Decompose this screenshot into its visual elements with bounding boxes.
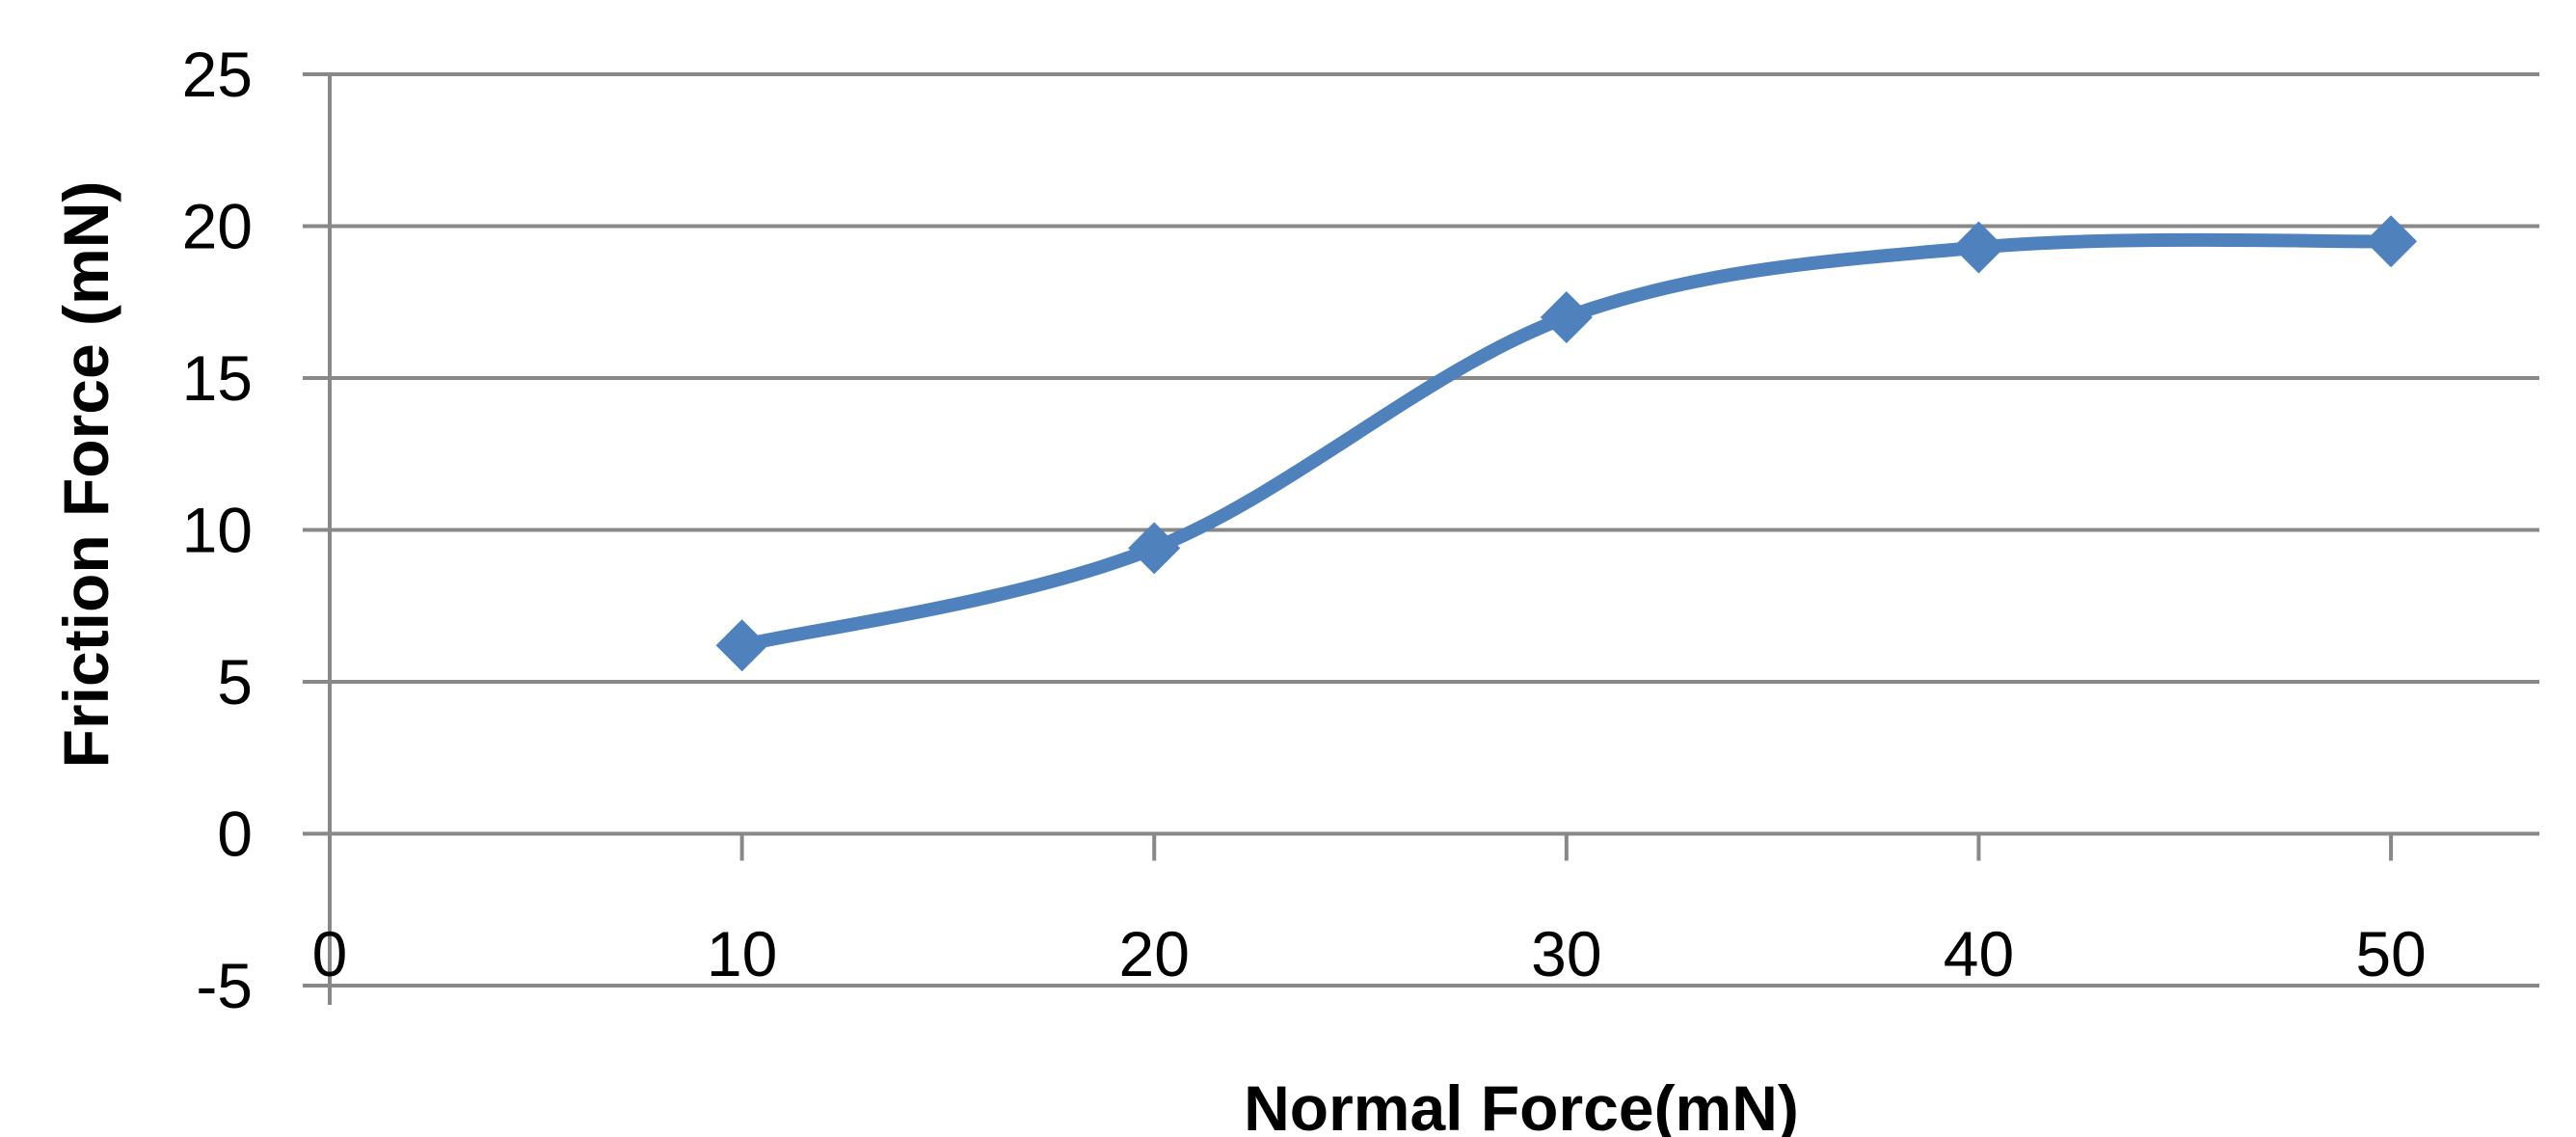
data-point-marker: [1952, 221, 2005, 274]
y-tick-label: -5: [196, 950, 253, 1021]
y-tick-label: 10: [182, 495, 253, 566]
x-tick-label: 30: [1531, 918, 1601, 989]
y-tick-label: 20: [182, 191, 253, 262]
data-point-marker: [715, 619, 768, 672]
x-tick-label: 20: [1119, 918, 1190, 989]
x-tick-label: 10: [707, 918, 777, 989]
series-layer: [715, 215, 2418, 672]
x-tick-label: 50: [2355, 918, 2426, 989]
x-axis-title: Normal Force(mN): [1244, 1072, 1799, 1137]
grid-layer: [303, 72, 2539, 988]
data-point-marker: [2365, 215, 2418, 268]
data-point-marker: [1128, 522, 1181, 575]
y-axis-title: Friction Force (mN): [50, 181, 121, 769]
label-layer: -5 0 5 10 15 20 25 0 10 20 30 40 50: [182, 39, 2427, 1021]
y-tick-label: 0: [217, 799, 253, 870]
y-tick-label: 15: [182, 342, 253, 414]
y-tick-label: 25: [182, 39, 253, 110]
x-tick-label: 40: [1944, 918, 2014, 989]
axis-layer: [328, 74, 2394, 1005]
data-point-marker: [1540, 291, 1593, 343]
x-tick-label: 0: [312, 918, 348, 989]
y-tick-label: 5: [217, 646, 253, 717]
